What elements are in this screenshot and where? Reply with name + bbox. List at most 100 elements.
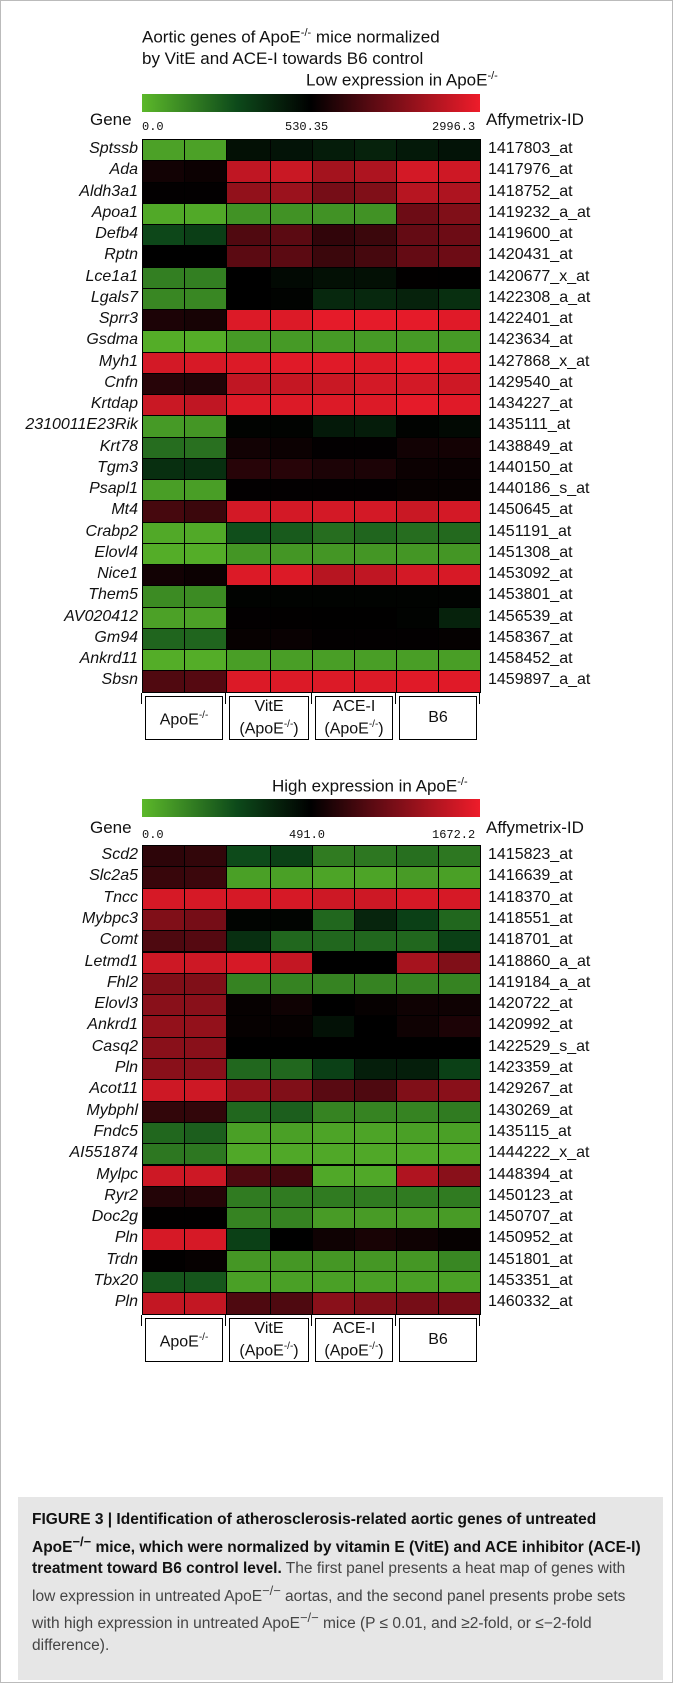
heatmap-cell: [396, 1036, 439, 1059]
heatmap-cell: [312, 908, 355, 932]
gene-label: Fhl2: [106, 973, 138, 991]
probe-id-label: 1458367_at: [488, 628, 573, 646]
heatmap-cell: [142, 994, 185, 1017]
heatmap-cell: [142, 649, 185, 672]
heatmap-cell: [270, 930, 313, 953]
title-sup: -/-: [300, 27, 312, 39]
heatmap-cell: [438, 139, 481, 162]
heatmap-cell: [226, 542, 271, 565]
heatmap-cell: [226, 1228, 271, 1251]
heatmap-cell: [438, 309, 481, 332]
heatmap-cell: [354, 160, 397, 183]
heatmap-cell: [438, 1164, 481, 1187]
heatmap-cell: [354, 1185, 397, 1209]
group-divider: [479, 1314, 480, 1326]
gene-label: Lce1a1: [85, 267, 139, 285]
gene-label: Cnfn: [104, 373, 138, 391]
heatmap-cell: [226, 1121, 271, 1145]
gene-label: Lgals7: [90, 288, 138, 306]
probe-id-label: 1450645_at: [488, 501, 573, 519]
heatmap-cell: [184, 415, 227, 438]
gene-label: Pln: [114, 1059, 138, 1076]
probe-id-label: 1440150_at: [488, 458, 573, 476]
heatmap-cell: [226, 866, 271, 889]
subtitle-sup: -/-: [457, 776, 468, 788]
heatmap-cell: [438, 972, 481, 996]
heatmap-cell: [396, 1185, 439, 1209]
heatmap-cell: [184, 224, 227, 247]
gene-label: Tgm3: [97, 458, 138, 476]
heatmap-cell: [142, 245, 185, 268]
color-scale-bar: [142, 94, 480, 112]
heatmap-cell: [396, 1100, 439, 1123]
heatmap-cell: [270, 160, 313, 183]
gene-axis-label: Gene: [90, 110, 132, 129]
heatmap-cell: [226, 564, 271, 587]
heatmap-cell: [226, 1100, 271, 1123]
probe-id-label: 1422529_s_at: [488, 1037, 590, 1055]
heatmap-cell: [142, 1121, 185, 1145]
heatmap-cell: [142, 309, 185, 332]
gene-label: Pln: [114, 1293, 138, 1311]
heatmap-cell: [354, 500, 397, 523]
gene-label: Defb4: [95, 225, 138, 242]
probe-id-label: 1450707_at: [488, 1208, 573, 1226]
heatmap-cell: [312, 1100, 355, 1123]
heatmap-cell: [226, 479, 271, 502]
probe-id-label: 1419232_a_at: [488, 203, 591, 221]
heatmap-cell: [396, 1015, 439, 1038]
heatmap-cell: [226, 606, 271, 629]
heatmap-cell: [438, 1207, 481, 1230]
heatmap-cell: [354, 181, 397, 204]
heatmap-cell: [438, 1036, 481, 1059]
heatmap-cell: [142, 1143, 185, 1166]
heatmap-cell: [226, 330, 271, 353]
heatmap-cell: [312, 845, 355, 868]
heatmap-cell: [396, 287, 439, 310]
caption-bold-1: FIGURE 3 | Identification of atheroscler…: [32, 1511, 597, 1556]
heatmap-cell: [354, 606, 397, 629]
heatmap-cell: [184, 542, 227, 565]
heatmap-cell: [396, 866, 439, 889]
group-label-b6: B6: [399, 696, 477, 740]
heatmap-cell: [396, 202, 439, 225]
heatmap-cell: [184, 564, 227, 587]
heatmap-cell: [354, 951, 397, 974]
gene-label: AV020412: [64, 607, 138, 625]
probe-id-label: 1423634_at: [488, 331, 573, 349]
heatmap-cell: [184, 1249, 227, 1272]
heatmap-cell: [354, 930, 397, 953]
heatmap-cell: [438, 866, 481, 889]
group-label-apoe: ApoE-/-: [145, 1318, 223, 1362]
heatmap-cell: [312, 500, 355, 523]
heatmap-cell: [184, 649, 227, 672]
heatmap-cell: [438, 887, 481, 910]
gene-axis-label: Gene: [90, 818, 132, 837]
group-label-apoe: ApoE-/-: [145, 696, 223, 740]
heatmap-cell: [184, 351, 227, 374]
subtitle-text: High expression in ApoE: [272, 776, 458, 796]
heatmap-cell: [184, 202, 227, 225]
probe-id-label: 1419600_at: [488, 225, 573, 242]
heatmap-cell: [438, 500, 481, 523]
heatmap-cell: [354, 351, 397, 374]
heatmap-cell: [354, 994, 397, 1017]
heatmap-cell: [270, 457, 313, 480]
heatmap-cell: [184, 627, 227, 650]
heatmap-cell: [312, 457, 355, 480]
heatmap-cell: [184, 500, 227, 523]
heatmap-cell: [226, 1036, 271, 1059]
heatmap-cell: [312, 287, 355, 310]
heatmap-cell: [270, 372, 313, 395]
heatmap-cell: [226, 202, 271, 225]
heatmap-cell: [226, 585, 271, 608]
gene-label: Scd2: [101, 846, 138, 863]
heatmap-cell: [270, 670, 313, 693]
title-line1-tail: mice normalized: [315, 27, 440, 47]
heatmap-cell: [354, 1121, 397, 1145]
heatmap-cell: [396, 330, 439, 353]
heatmap-cell: [184, 160, 227, 183]
heatmap-cell: [438, 649, 481, 672]
heatmap-cell: [438, 994, 481, 1017]
heatmap-cell: [270, 908, 313, 932]
